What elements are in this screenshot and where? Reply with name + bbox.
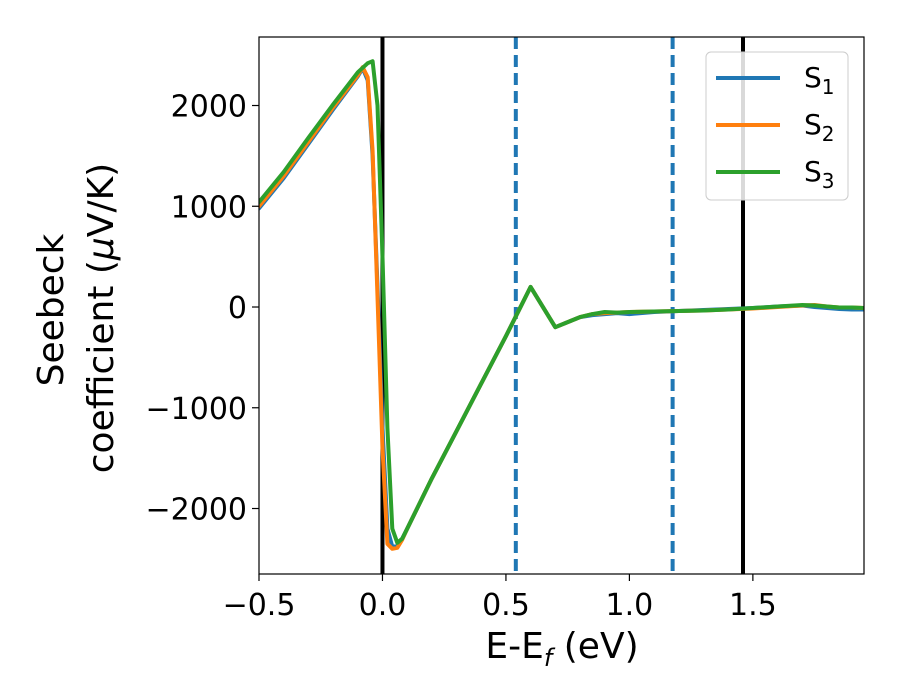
series-lines <box>259 59 864 551</box>
legend-label-S1: S1 <box>804 61 835 99</box>
legend-label-S2: S2 <box>804 108 835 146</box>
x-tick-label: 1.5 <box>729 588 777 623</box>
x-tick-label: 0.5 <box>482 588 530 623</box>
y-axis-ticks: −2000 −1000 0 1000 2000 <box>146 90 259 528</box>
y-axis-label-line2: coefficient (μV/K) <box>81 163 122 473</box>
legend-label-S3: S3 <box>804 155 835 193</box>
y-tick-label: 1000 <box>171 190 247 225</box>
y-tick-label: 2000 <box>171 90 247 125</box>
vertical-reference-lines <box>380 37 745 574</box>
series-line-S3 <box>259 59 864 545</box>
y-axis-label-line1: Seebeck <box>31 233 72 386</box>
y-axis-label: Seebeck coefficient (μV/K) <box>31 163 122 473</box>
y-tick-label: 0 <box>228 291 247 326</box>
x-tick-label: 0.0 <box>359 588 407 623</box>
x-tick-label: −0.5 <box>223 588 296 623</box>
legend: S1 S2 S3 <box>705 51 849 201</box>
x-axis-label: E-Ef (eV) <box>485 626 638 672</box>
y-tick-label: −2000 <box>146 493 247 528</box>
x-tick-label: 1.0 <box>606 588 654 623</box>
y-tick-label: −1000 <box>146 392 247 427</box>
plot-frame <box>258 36 865 575</box>
x-axis-ticks: −0.5 0.0 0.5 1.0 1.5 <box>223 574 777 623</box>
